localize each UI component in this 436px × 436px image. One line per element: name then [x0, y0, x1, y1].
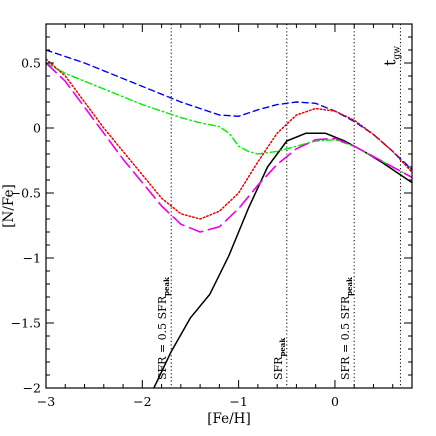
- vertical-markers: [170, 24, 401, 388]
- series-line-3: [46, 62, 412, 179]
- x-tick-label: −1: [229, 394, 247, 409]
- x-tick-label: −3: [37, 394, 55, 409]
- series-line-4: [46, 58, 412, 220]
- marker-label: SFR = 0.5 SFRpeak: [339, 277, 354, 380]
- x-axis-label: [Fe/H]: [207, 411, 250, 427]
- x-tick-label: 0: [331, 394, 339, 409]
- y-tick-label: −2: [23, 381, 41, 396]
- series-line-2: [46, 49, 412, 171]
- series-line-5: [46, 62, 412, 233]
- plot-area: [46, 24, 412, 388]
- plot-frame: [45, 23, 413, 389]
- y-tick-label: 0.5: [21, 56, 41, 71]
- marker-label-tgw: tgw: [380, 46, 402, 66]
- marker-labels: SFR = 0.5 SFRpeak SFRpeak SFR = 0.5 SFRpea…: [156, 46, 402, 380]
- y-tick-label: −0.5: [11, 186, 41, 201]
- series-lines: [46, 49, 412, 388]
- x-tick-label: −2: [133, 394, 151, 409]
- axis-ticks: −3 −2 −1 00.50−0.5−1−1.5−2: [11, 23, 413, 409]
- y-axis-label: [N/Fe]: [1, 184, 17, 228]
- y-tick-label: −1: [23, 251, 41, 266]
- y-tick-label: −1.5: [11, 316, 41, 331]
- y-tick-label: 0: [33, 121, 41, 136]
- marker-label: SFRpeak: [272, 338, 287, 380]
- marker-label: SFR = 0.5 SFRpeak: [156, 277, 171, 380]
